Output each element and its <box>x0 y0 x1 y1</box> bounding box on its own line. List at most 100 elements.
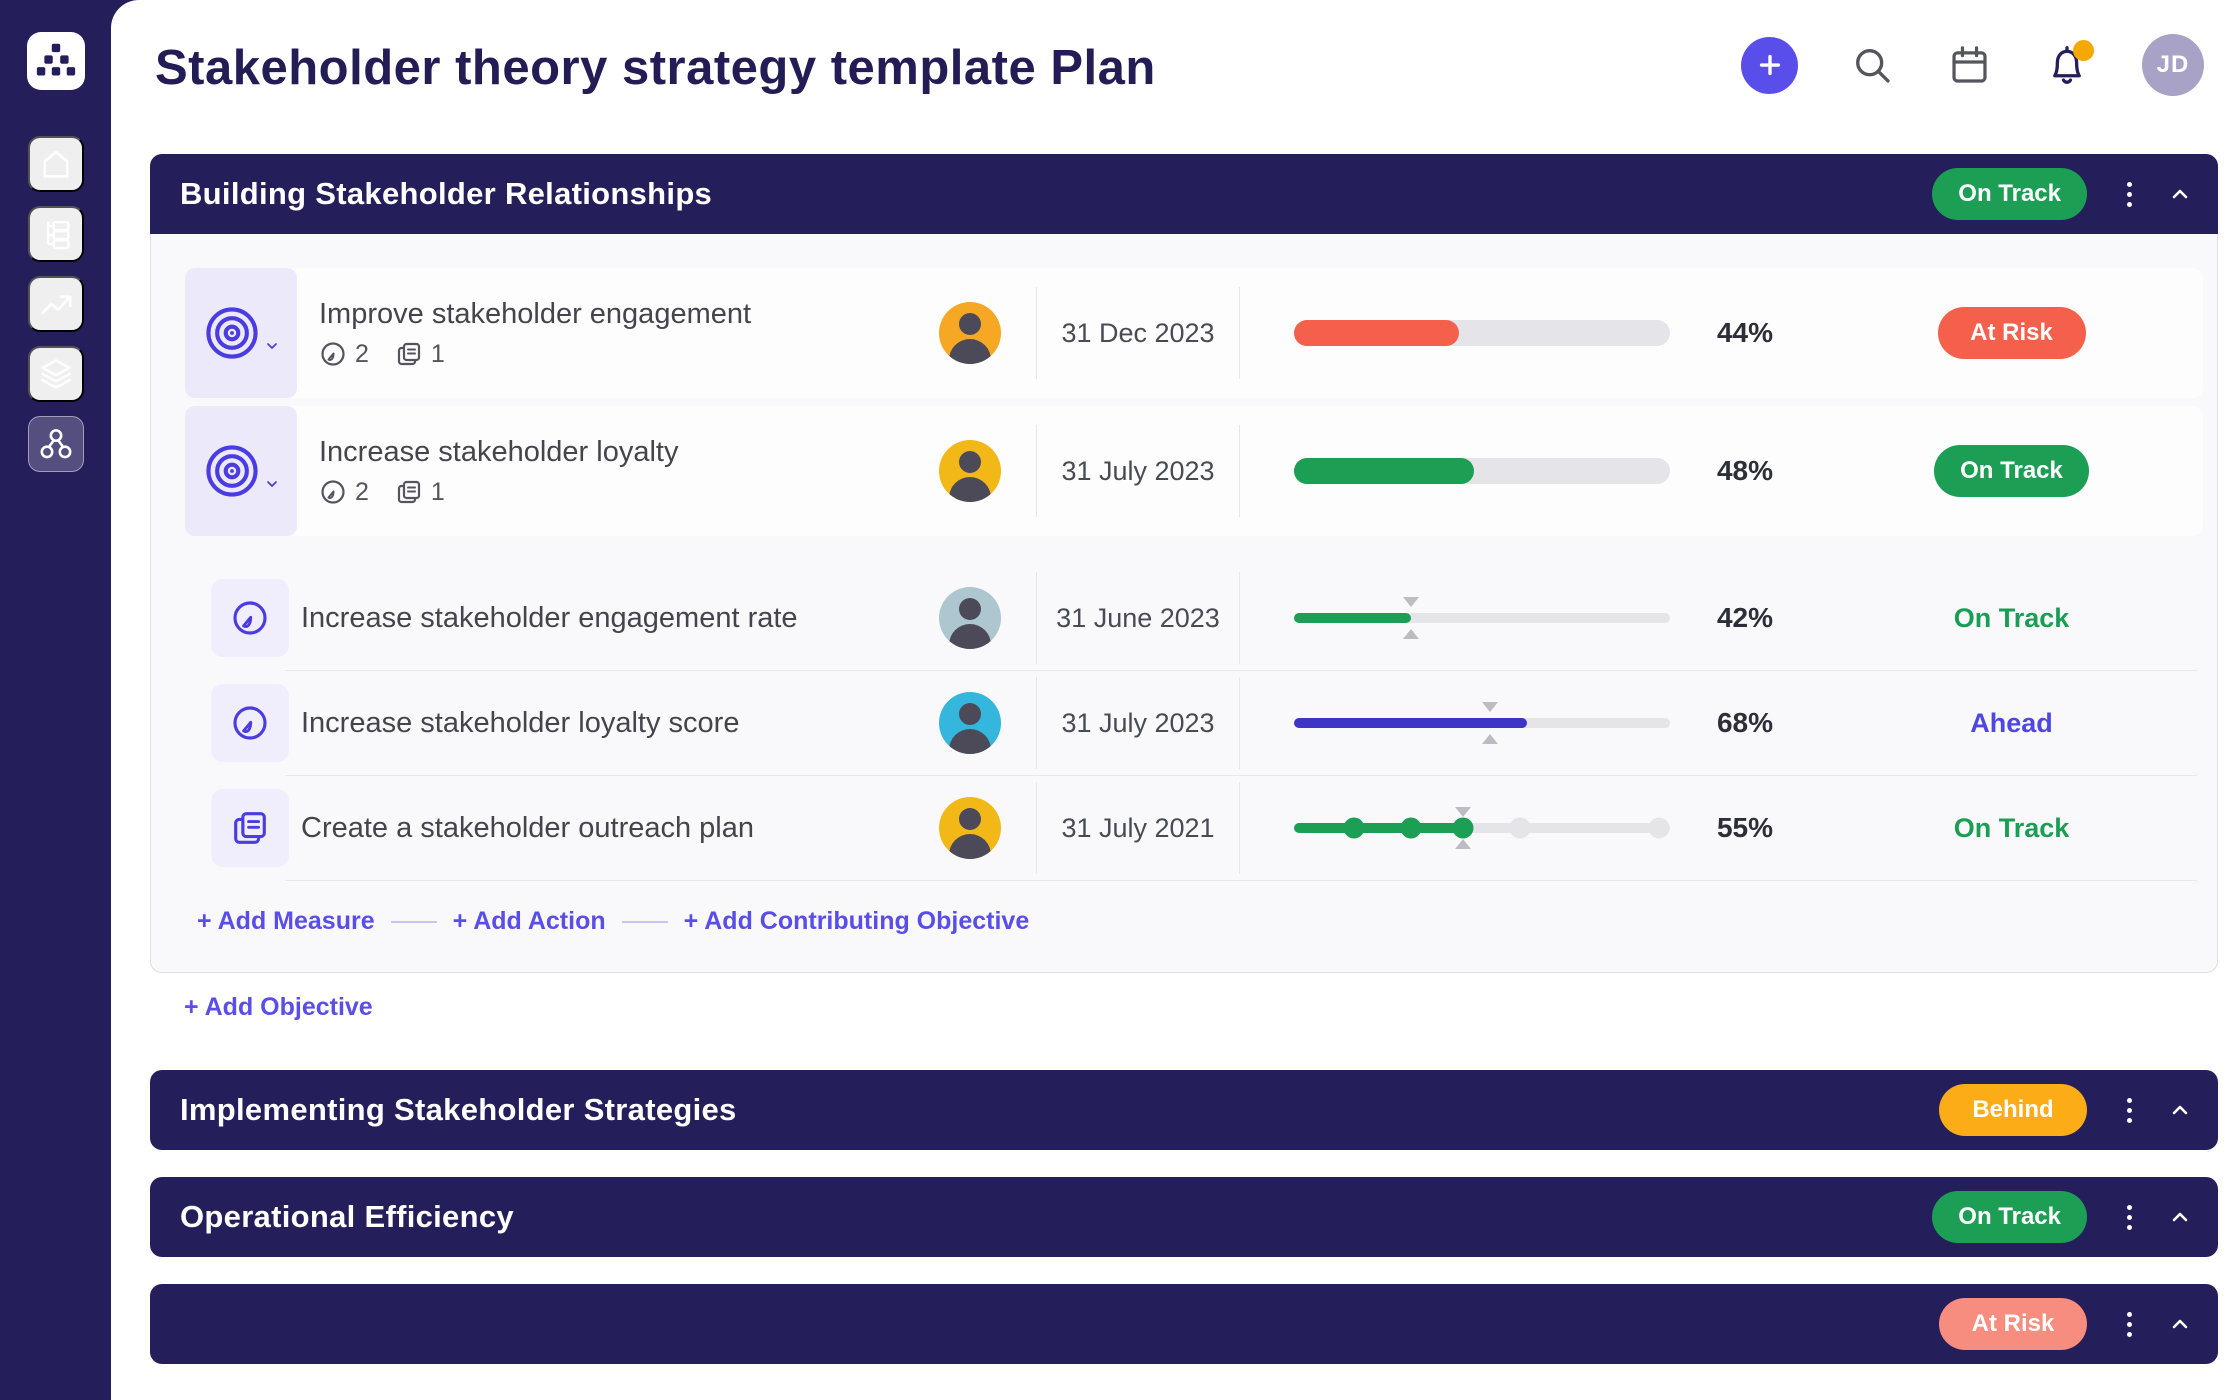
expected-progress-marker[interactable] <box>1480 702 1500 744</box>
action-docs-icon <box>395 478 423 506</box>
measure-gauge-icon <box>230 703 270 743</box>
progress-bar <box>1294 320 1670 346</box>
action-tile[interactable] <box>211 789 289 867</box>
action-count[interactable]: 1 <box>395 340 445 369</box>
status-badge[interactable]: On Track <box>1932 168 2087 220</box>
owner-avatar[interactable] <box>939 797 1001 859</box>
create-button[interactable] <box>1741 36 1798 94</box>
section-title: Operational Efficiency <box>180 1199 514 1234</box>
status-badge[interactable]: At Risk <box>1939 1298 2087 1350</box>
progress-percent: 68% <box>1716 707 1774 738</box>
due-date: 31 July 2021 <box>1036 782 1240 874</box>
measure-title[interactable]: Increase stakeholder loyalty score <box>301 706 740 739</box>
user-avatar[interactable]: JD <box>2142 34 2204 96</box>
objective-title[interactable]: Increase stakeholder loyalty <box>319 435 679 468</box>
progress-percent: 48% <box>1716 455 1774 486</box>
measure-row: Increase stakeholder loyalty score 31 Ju… <box>211 671 2203 775</box>
status-badge[interactable]: At Risk <box>1937 307 2086 359</box>
status-badge[interactable]: Behind <box>1939 1084 2087 1136</box>
section-building-stakeholder-relationships: Building Stakeholder Relationships On Tr… <box>150 154 2218 1022</box>
add-action-link[interactable]: + Add Action <box>452 907 606 935</box>
section-collapse-button[interactable] <box>2168 1098 2192 1122</box>
expected-progress-marker[interactable] <box>1453 807 1473 849</box>
objective-target-icon <box>203 304 261 362</box>
objective-target-icon <box>203 442 261 500</box>
sidebar-item-home[interactable] <box>27 136 84 192</box>
milestone-dot[interactable] <box>1343 817 1365 839</box>
section-menu-button[interactable] <box>2121 1306 2138 1343</box>
topbar: Stakeholder theory strategy template Pla… <box>111 0 2230 96</box>
owner-avatar[interactable] <box>939 302 1001 364</box>
measure-count[interactable]: 2 <box>319 478 369 507</box>
main-content: Stakeholder theory strategy template Pla… <box>111 0 2230 1400</box>
measure-row: Increase stakeholder engagement rate 31 … <box>211 566 2203 670</box>
milestone-dot[interactable] <box>1509 817 1531 839</box>
topbar-actions: JD <box>1741 34 2204 96</box>
section-body: Improve stakeholder engagement 2 1 <box>150 234 2218 973</box>
app-logo[interactable] <box>26 32 85 90</box>
due-date: 31 June 2023 <box>1036 572 1240 664</box>
owner-avatar[interactable] <box>939 587 1001 649</box>
section-title: Building Stakeholder Relationships <box>180 176 713 211</box>
measure-tile[interactable] <box>211 579 289 657</box>
action-docs-icon <box>230 808 270 848</box>
section-header[interactable]: Building Stakeholder Relationships On Tr… <box>150 154 2218 234</box>
plus-icon <box>1755 50 1785 80</box>
chevron-down-icon <box>264 476 280 492</box>
row-divider <box>285 880 2197 881</box>
section-collapse-button[interactable] <box>2168 1205 2192 1229</box>
calendar-button[interactable] <box>1947 43 1992 88</box>
milestone-dot[interactable] <box>1648 817 1670 839</box>
measure-gauge-icon <box>319 340 347 368</box>
add-links-row: + Add Measure + Add Action + Add Contrib… <box>185 881 2203 954</box>
expected-progress-marker[interactable] <box>1401 597 1421 639</box>
action-title[interactable]: Create a stakeholder outreach plan <box>301 811 755 844</box>
section-implementing-stakeholder-strategies[interactable]: Implementing Stakeholder Strategies Behi… <box>150 1070 2218 1150</box>
add-contributing-objective-link[interactable]: + Add Contributing Objective <box>683 907 1030 935</box>
section-collapse-button[interactable] <box>2168 1312 2192 1336</box>
due-date: 31 July 2023 <box>1036 677 1240 769</box>
owner-avatar[interactable] <box>939 440 1001 502</box>
link-divider <box>621 920 668 923</box>
milestone-dot[interactable] <box>1400 817 1422 839</box>
objective-expand-button[interactable] <box>185 268 297 398</box>
action-count[interactable]: 1 <box>395 478 445 507</box>
progress-percent: 55% <box>1716 812 1774 843</box>
section-operational-efficiency[interactable]: Operational Efficiency On Track <box>150 1177 2218 1257</box>
section-title: Implementing Stakeholder Strategies <box>180 1092 737 1127</box>
hierarchy-icon <box>38 216 74 252</box>
chevron-up-icon <box>2168 1098 2192 1122</box>
objective-expand-button[interactable] <box>185 406 297 536</box>
link-divider <box>390 920 437 923</box>
section-menu-button[interactable] <box>2121 1092 2138 1129</box>
sidebar-item-layers[interactable] <box>27 346 84 402</box>
objective-title[interactable]: Improve stakeholder engagement <box>319 297 752 330</box>
sidebar-item-planner[interactable] <box>27 206 84 262</box>
status-text: On Track <box>1953 602 2070 633</box>
progress-percent: 44% <box>1716 317 1774 348</box>
progress-percent: 42% <box>1716 602 1774 633</box>
add-measure-link[interactable]: + Add Measure <box>197 907 375 935</box>
measure-tile[interactable] <box>211 684 289 762</box>
owner-avatar[interactable] <box>939 692 1001 754</box>
objective-counts: 2 1 <box>319 478 939 507</box>
section-menu-button[interactable] <box>2121 1199 2138 1236</box>
row-divider <box>285 670 2197 671</box>
objective-row: Increase stakeholder loyalty 2 1 <box>185 406 2203 536</box>
status-badge[interactable]: On Track <box>1934 445 2089 497</box>
objective-row: Improve stakeholder engagement 2 1 <box>185 268 2203 398</box>
plan-sections: Building Stakeholder Relationships On Tr… <box>150 154 2218 1364</box>
measure-title[interactable]: Increase stakeholder engagement rate <box>301 601 798 634</box>
search-button[interactable] <box>1850 43 1895 88</box>
section-collapse-button[interactable] <box>2168 182 2192 206</box>
add-objective-link[interactable]: + Add Objective <box>184 993 373 1021</box>
network-icon <box>38 426 74 462</box>
notifications-button[interactable] <box>2044 40 2094 88</box>
action-docs-icon <box>395 340 423 368</box>
measure-count[interactable]: 2 <box>319 340 369 369</box>
status-badge[interactable]: On Track <box>1932 1191 2087 1243</box>
section-menu-button[interactable] <box>2121 176 2138 213</box>
sidebar-item-metrics[interactable] <box>27 276 84 332</box>
section-partial[interactable]: At Risk <box>150 1284 2218 1364</box>
sidebar-item-alignment[interactable] <box>27 416 84 472</box>
